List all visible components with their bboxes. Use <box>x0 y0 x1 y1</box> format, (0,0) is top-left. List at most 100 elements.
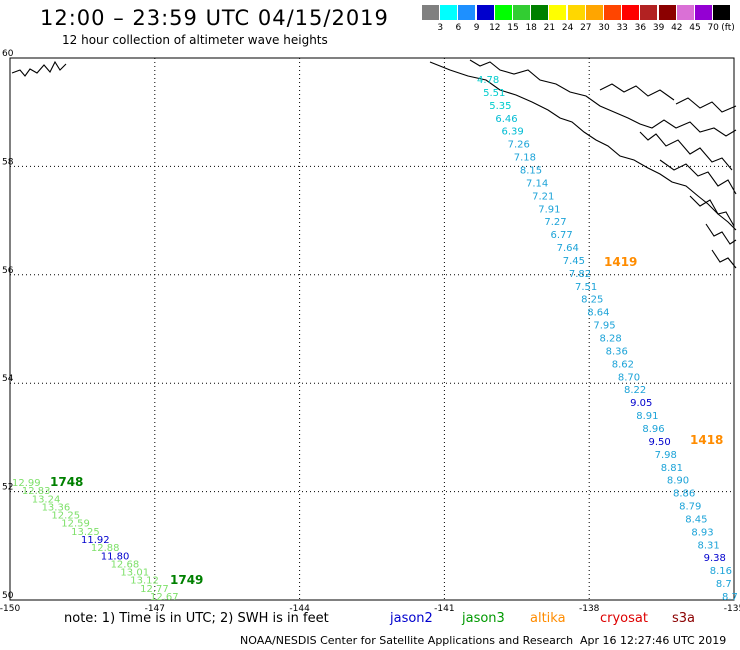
wave-height-value: 8.7 <box>716 579 732 590</box>
wave-height-value: 8.25 <box>581 295 603 306</box>
scale-label: 42 <box>671 23 683 33</box>
pass-time-label: 1418 <box>690 433 723 447</box>
wave-height-value: 8.7 <box>722 592 738 603</box>
scale-label: 70 <box>707 23 719 33</box>
pass-time-label: 1419 <box>604 255 637 269</box>
scale-swatch <box>422 5 439 20</box>
wave-height-value: 7.91 <box>538 204 560 215</box>
wave-height-value: 7.27 <box>544 217 566 228</box>
scale-swatch <box>640 5 658 20</box>
map-subtitle: 12 hour collection of altimeter wave hei… <box>62 33 328 47</box>
wave-height-value: 8.93 <box>691 527 713 538</box>
lat-tick-label: 56 <box>2 266 14 276</box>
wave-height-value: 12.77 <box>140 584 169 595</box>
scale-swatch <box>549 5 567 20</box>
wave-height-value: 11.80 <box>101 551 130 562</box>
scale-unit: (ft) <box>721 23 735 33</box>
map-grid: -150 -147 -144 -141 -138 -135 60 58 56 54 52 50 <box>0 49 740 614</box>
altimeter-tracks: 4.78 5.51 5.35 6.46 6.39 7.26 7.188.15 7.14 7.21… <box>12 75 738 603</box>
scale-swatch <box>622 5 640 20</box>
lat-tick-label: 52 <box>2 483 13 493</box>
wave-height-value: 7.45 <box>563 256 585 267</box>
wave-height-value: 7.64 <box>557 243 579 254</box>
scale-swatch <box>695 5 712 20</box>
wave-height-value: 8.91 <box>636 411 658 422</box>
wave-height-value: 8.79 <box>679 502 701 513</box>
scale-label: 30 <box>598 23 610 33</box>
legend-jason2: jason2 <box>390 611 433 626</box>
lon-tick-label: -141 <box>434 604 454 614</box>
wave-height-value: 9.38 <box>704 553 726 564</box>
scale-label: 39 <box>652 23 665 33</box>
lon-tick-label: -138 <box>579 604 600 614</box>
wave-height-value: 5.35 <box>489 101 511 112</box>
wave-height-value: 13.25 <box>71 527 100 538</box>
wave-height-value: 12.67 <box>150 592 179 603</box>
footer-timestamp: Apr 16 12:27:46 UTC 2019 <box>580 634 727 647</box>
wave-height-value: 12.99 <box>12 478 41 489</box>
scale-label: 15 <box>507 23 519 33</box>
scale-label: 9 <box>473 23 480 33</box>
wave-height-value: 8.96 <box>642 424 664 435</box>
legend-cryosat: cryosat <box>600 611 648 626</box>
wave-height-value: 8.15 <box>520 165 542 176</box>
lat-tick-label: 50 <box>2 591 14 601</box>
scale-label: 45 <box>689 23 701 33</box>
wave-height-value: 13.01 <box>120 568 149 579</box>
wave-height-value: 4.78 <box>477 75 499 86</box>
wave-height-value: 8.45 <box>685 514 707 525</box>
scale-label: 3 <box>437 23 444 33</box>
wave-height-value: 8.86 <box>673 489 695 500</box>
wave-height-value: 7.82 <box>569 269 591 280</box>
lon-tick-label: -147 <box>145 604 165 614</box>
lon-tick-label: -150 <box>0 604 20 614</box>
map-frame <box>9 57 735 601</box>
lat-tick-label: 54 <box>2 374 14 384</box>
wave-height-value: 13.36 <box>42 502 71 513</box>
wave-height-value: 7.26 <box>508 140 530 151</box>
wave-height-value: 12.88 <box>91 543 120 554</box>
scale-swatch <box>676 5 694 20</box>
wave-height-value: 8.90 <box>667 476 689 487</box>
wave-height-value: 8.64 <box>587 308 609 319</box>
scale-label: 36 <box>634 23 647 33</box>
scale-swatch <box>440 5 458 20</box>
pass-time-label: 1748 <box>50 475 83 489</box>
scale-swatch <box>604 5 621 20</box>
scale-label: 18 <box>525 23 537 33</box>
scale-swatch <box>513 5 530 20</box>
map-title: 12:00 – 23:59 UTC 04/15/2019 <box>40 6 389 30</box>
wave-height-value: 6.77 <box>551 230 573 241</box>
lon-tick-label: -135 <box>724 604 740 614</box>
wave-height-value: 12.59 <box>61 519 90 530</box>
wave-height-value: 7.95 <box>593 321 615 332</box>
scale-swatch <box>531 5 549 20</box>
wave-height-value: 7.14 <box>526 178 548 189</box>
scale-label: 33 <box>616 23 628 33</box>
wave-height-value: 7.18 <box>514 153 536 164</box>
scale-label: 12 <box>489 23 501 33</box>
footer-org: NOAA/NESDIS Center for Satellite Applica… <box>240 634 574 647</box>
wave-height-value: 5.51 <box>483 88 505 99</box>
wave-height-value: 6.46 <box>495 114 517 125</box>
lat-tick-label: 60 <box>2 49 14 59</box>
wave-height-value: 8.16 <box>710 566 732 577</box>
scale-swatch <box>658 5 676 20</box>
scale-label: 27 <box>580 23 592 33</box>
lon-tick-label: -144 <box>289 604 310 614</box>
scale-label: 24 <box>561 23 574 33</box>
wave-height-value: 8.22 <box>624 385 646 396</box>
scale-swatch <box>567 5 585 20</box>
legend-altika: altika <box>530 611 566 626</box>
scale-swatch <box>458 5 476 20</box>
wave-height-value: 9.50 <box>649 437 671 448</box>
scale-label: 21 <box>543 23 556 33</box>
pass-time-label: 1749 <box>170 573 203 587</box>
scale-swatch <box>494 5 512 20</box>
scale-swatch <box>713 5 731 20</box>
legend-jason3: jason3 <box>462 611 505 626</box>
wave-height-value: 13.24 <box>32 494 61 505</box>
wave-height-value: 8.70 <box>618 372 640 383</box>
scale-swatch <box>476 5 494 20</box>
